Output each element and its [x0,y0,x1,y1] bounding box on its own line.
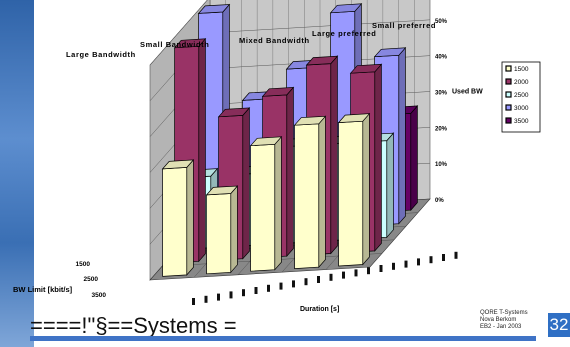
bar-top-face [305,55,339,66]
bar [205,185,239,275]
chart-legend: 1500 2000 2500 3000 3500 [501,61,541,133]
y-tick-label: 20% [435,126,448,132]
bar-top-face [293,115,327,126]
bar-side-face [410,104,418,212]
legend-label: 2000 [514,79,529,86]
x-tick-mark [367,267,370,275]
bar-side-face [242,106,250,260]
x-axis-label: Duration [s] [300,306,339,313]
depth-tick-label: 1500 [76,261,91,268]
x-tick-mark [217,293,220,301]
x-tick-mark [454,251,458,259]
bar-side-face [374,63,382,252]
bar-side-face [186,158,194,276]
footer-bar [30,336,536,341]
y-tick-label: 10% [435,162,448,168]
x-tick-mark [192,298,195,305]
bar [337,112,371,267]
legend-label: 3000 [514,105,529,112]
bar-side-face [198,37,206,263]
legend-swatch [505,65,512,72]
category-label: Large preferred [312,29,376,38]
legend-label: 2500 [514,92,529,99]
legend-swatch [505,104,512,111]
bar-front-face [162,167,188,277]
legend-swatch [505,91,512,98]
x-tick-mark [317,276,320,283]
decorative-side-stripe [0,0,34,347]
footer-info: QORE T-Systems Nova Berkom EB2 - Jan 200… [480,310,528,331]
bar-top-face [329,3,363,14]
bar-top-face [373,47,407,58]
x-tick-mark [254,287,258,294]
x-tick-mark [442,254,445,261]
bar [293,115,327,269]
depth-tick-label: 3500 [92,292,107,299]
bar-side-face [330,55,338,255]
grid-line [149,0,208,66]
y-tick-label: 50% [435,19,448,25]
legend-swatch [505,78,512,85]
x-tick-mark [279,282,283,290]
bar-side-face [318,115,326,269]
category-label: Mixed Bandwidth [239,36,310,45]
bar-top-face [197,4,231,14]
category-label: Small preferred [372,21,436,30]
y-tick-label: 40% [435,55,448,61]
bar-side-face [398,46,406,225]
x-tick-mark [429,256,433,264]
bar-front-face [206,193,232,275]
category-label: Small Bandwidth [140,40,209,49]
y-tick-label: 30% [435,91,448,97]
bar-side-face [230,185,238,274]
bar-front-face [338,120,364,267]
x-tick-mark [267,284,270,292]
x-tick-mark [404,260,408,268]
bar-top-face [261,87,295,97]
bar-top-face [173,38,207,49]
legend-label: 3500 [514,118,529,125]
x-tick-mark [292,280,295,288]
bar-top-face [161,159,195,170]
bar-front-face [250,143,276,272]
bar [249,135,283,272]
bar-side-face [274,135,282,271]
bar-top-face [337,113,371,123]
footer-info-line: Nova Berkom [480,317,517,323]
category-label: Large Bandwidth [66,50,136,59]
legend-swatch [505,117,512,124]
depth-axis-label: BW Limit [kbit/s] [13,285,73,294]
bar-side-face [286,86,294,258]
legend-label: 1500 [514,66,529,73]
y-tick-label: 0% [435,198,444,204]
footer-info-line: EB2 - Jan 2003 [480,324,522,330]
page-number: 32 [548,313,570,337]
depth-tick-label: 2500 [84,276,99,283]
x-tick-mark [304,278,308,286]
x-tick-mark [204,295,208,303]
x-tick-mark [379,265,383,272]
x-tick-mark [417,258,420,266]
x-tick-mark [354,269,358,277]
y-axis-label: Used BW [452,89,483,96]
footer-systems-text: ====!"§==Systems = [30,313,237,338]
bar-front-face [294,123,320,269]
x-tick-mark [242,289,245,297]
chart-bars [161,2,419,277]
footer-info-line: QORE T-Systems [480,310,528,316]
bar-top-face [217,107,251,118]
x-tick-mark [229,291,233,299]
bar [161,158,195,277]
x-tick-mark [342,271,345,279]
x-tick-mark [392,262,395,270]
bar-top-face [349,63,383,74]
bar-top-face [249,136,283,147]
bar-side-face [386,132,394,239]
bar-top-face [205,185,239,196]
bar-side-face [362,112,370,266]
x-tick-mark [329,273,333,281]
